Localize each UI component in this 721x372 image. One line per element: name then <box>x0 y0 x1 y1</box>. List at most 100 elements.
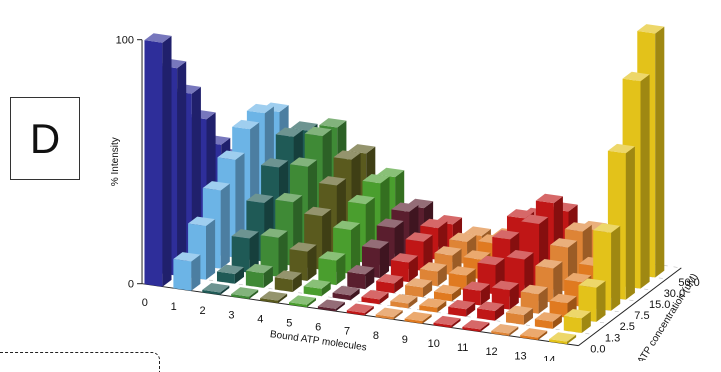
bar-side-face <box>306 297 317 308</box>
bar-side-face <box>364 306 374 316</box>
bar <box>216 264 245 284</box>
bar-top-face <box>346 303 374 313</box>
panel-label-box: D <box>10 97 80 180</box>
bar-top-face <box>622 71 650 82</box>
bar-top-face <box>564 222 592 232</box>
bar-side-face <box>451 318 461 328</box>
bar-front-face <box>462 288 481 306</box>
bar <box>534 312 562 329</box>
bar-front-face <box>563 315 582 334</box>
bar-front-face <box>404 318 423 324</box>
bar-side-face <box>655 26 665 278</box>
bar-top-face <box>405 232 433 242</box>
bar-top-face <box>390 253 418 263</box>
bar <box>376 274 404 294</box>
bar-front-face <box>317 306 336 312</box>
bar-top-face <box>332 285 360 296</box>
bar-top-face <box>304 126 332 137</box>
bar-side-face <box>278 230 288 277</box>
bar-front-face <box>231 236 250 273</box>
bar-front-face <box>347 271 366 290</box>
bar-side-face <box>552 314 562 329</box>
bar <box>462 281 490 306</box>
bar-front-face <box>231 294 250 300</box>
bar <box>448 299 476 317</box>
y-tick-label: 0 <box>128 279 134 291</box>
bar-top-face <box>549 293 577 304</box>
bar-top-face <box>232 119 260 130</box>
bar-top-face <box>188 216 216 227</box>
bar-top-face <box>318 251 346 261</box>
bar-front-face <box>520 335 539 341</box>
bar-top-face <box>433 284 462 295</box>
bar-side-face <box>553 261 563 303</box>
bar <box>549 332 577 345</box>
dashed-frame <box>0 352 160 372</box>
bar <box>404 311 432 324</box>
bar <box>347 265 375 290</box>
bar-side-face <box>408 255 418 283</box>
bar-top-face <box>404 311 432 322</box>
bar-front-face <box>375 314 394 320</box>
bar-top-face <box>535 193 563 204</box>
bar-front-face <box>477 308 496 321</box>
bar-side-face <box>437 300 447 313</box>
bar-top-face <box>462 319 490 330</box>
bar-top-face <box>275 127 303 137</box>
z-tick-label: 0.0 <box>590 343 605 355</box>
bar-top-face <box>303 279 331 289</box>
bar-top-face <box>449 232 477 243</box>
bar-front-face <box>173 258 192 291</box>
bar-top-face <box>376 274 404 284</box>
bar-side-face <box>263 266 273 288</box>
bar-front-face <box>462 326 481 332</box>
bar-side-face <box>379 241 390 279</box>
x-tick-label: 8 <box>373 330 379 342</box>
x-tick-label: 14 <box>543 354 555 361</box>
bars <box>144 24 665 345</box>
bar-top-face <box>420 218 448 229</box>
bar <box>317 299 345 312</box>
x-tick-label: 7 <box>344 326 350 338</box>
bar-top-face <box>289 157 318 167</box>
z-tick-label: 1.3 <box>605 332 620 344</box>
bar-top-face <box>231 287 259 297</box>
bar <box>433 284 462 302</box>
bar-front-face <box>433 322 452 328</box>
bar <box>593 223 621 311</box>
bar-top-face <box>390 294 418 304</box>
bar <box>231 229 259 273</box>
bar-top-face <box>375 307 403 318</box>
bar-front-face <box>332 292 351 301</box>
bar-top-face <box>419 298 447 308</box>
bar-top-face <box>578 278 606 288</box>
bar-side-face <box>423 280 433 298</box>
x-tick-label: 0 <box>142 297 148 309</box>
bar-top-face <box>492 229 520 240</box>
bar-side-face <box>451 287 462 302</box>
y-tick-label: 100 <box>116 35 134 47</box>
bar-front-face <box>419 305 438 313</box>
bar-top-face <box>491 324 519 334</box>
bar-side-face <box>206 219 216 280</box>
bar-top-face <box>319 118 347 128</box>
x-tick-label: 13 <box>514 350 526 361</box>
bar-front-face <box>303 286 322 297</box>
bar-top-face <box>434 246 462 256</box>
bar-top-face <box>275 192 303 203</box>
bar-side-face <box>495 304 505 321</box>
bar-side-face <box>640 74 650 289</box>
bar-side-face <box>249 231 259 273</box>
panel-label: D <box>29 114 61 162</box>
bar-top-face <box>288 295 317 305</box>
bar-top-face <box>463 250 491 260</box>
bar <box>563 308 591 334</box>
bar-top-face <box>477 301 505 311</box>
bar-front-face <box>448 306 467 317</box>
bar <box>332 285 360 301</box>
x-tick-label: 10 <box>428 338 440 350</box>
bar-front-face <box>448 273 467 291</box>
bar <box>231 287 259 300</box>
bar-top-face <box>477 255 505 266</box>
bar-front-face <box>202 289 221 295</box>
